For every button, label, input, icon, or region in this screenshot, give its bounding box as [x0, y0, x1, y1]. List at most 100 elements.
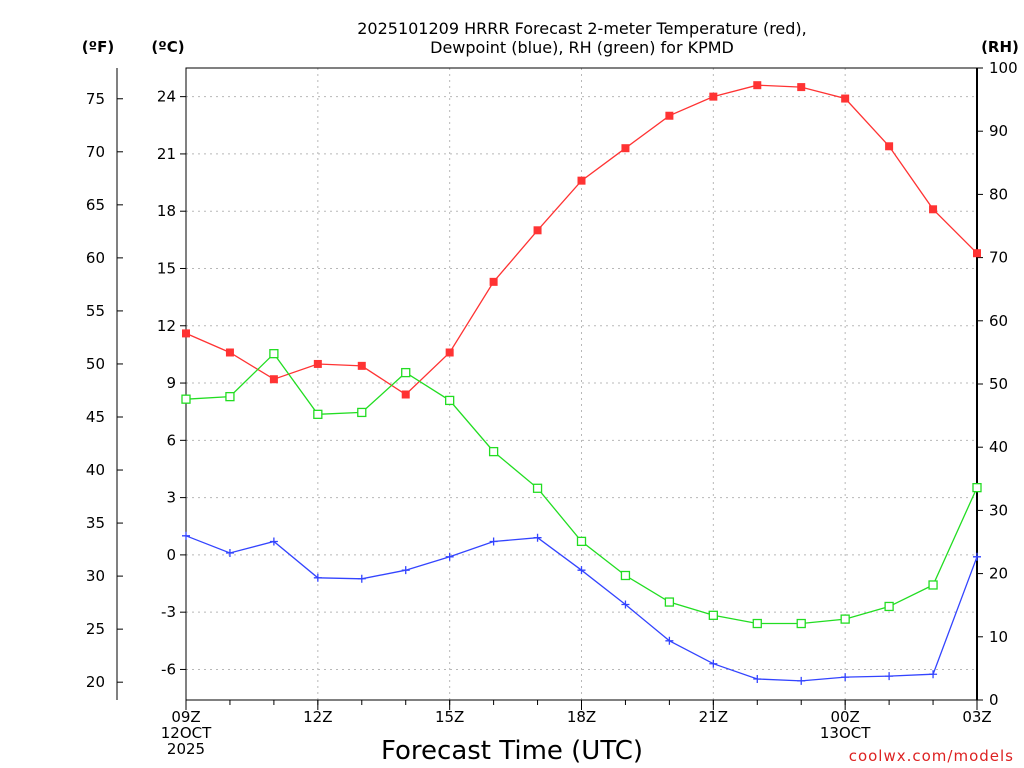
rh-tick-label: 60 [989, 312, 1008, 330]
fahrenheit-tick-label: 65 [86, 196, 105, 214]
rh-point [796, 618, 806, 629]
rh-point [313, 409, 323, 419]
celsius-unit-label: (ºC) [151, 38, 184, 56]
rh-point [269, 349, 279, 359]
rh-point [357, 407, 367, 418]
series-lines [181, 81, 982, 685]
temperature-point [489, 277, 498, 286]
temperature-point [269, 375, 278, 384]
temperature-point [533, 226, 542, 235]
temperature-point [357, 361, 366, 370]
dewpoint-point [489, 537, 498, 546]
temperature-point [621, 144, 630, 153]
celsius-tick-label: 6 [166, 431, 176, 449]
temperature-point [445, 348, 454, 357]
dewpoint-point [797, 676, 806, 685]
time-tick-label: 21Z [699, 708, 728, 726]
dewpoint-point [401, 566, 410, 575]
axes [185, 67, 978, 701]
fahrenheit-tick-label: 45 [86, 408, 105, 426]
dewpoint-point [885, 672, 894, 681]
temperature-point [709, 92, 718, 101]
fahrenheit-tick-label: 50 [86, 355, 105, 373]
celsius-tick-label: 9 [166, 374, 176, 392]
temperature-point [577, 176, 586, 185]
time-tick-label: 12Z [303, 708, 332, 726]
dewpoint-point [709, 659, 718, 668]
time-tick-label: 09Z [171, 708, 200, 726]
dewpoint-point [445, 552, 454, 561]
rh-tick-label: 90 [989, 122, 1008, 140]
rh-tick-label: 0 [989, 691, 999, 709]
time-tick-label: 18Z [567, 708, 596, 726]
temperature-point [885, 142, 894, 151]
dewpoint-point [533, 533, 542, 542]
dewpoint-point [225, 548, 234, 557]
dewpoint-point [313, 573, 322, 582]
rh-tick-label: 30 [989, 501, 1008, 519]
rh-point [576, 536, 587, 547]
rh-tick-label: 10 [989, 628, 1008, 646]
fahrenheit-tick-label: 30 [86, 567, 105, 585]
rh-point [928, 580, 938, 590]
dewpoint-point [753, 674, 762, 683]
fahrenheit-tick-label: 25 [86, 620, 105, 638]
rh-point [445, 395, 455, 406]
fahrenheit-tick-label: 55 [86, 302, 105, 320]
dewpoint-point [269, 537, 278, 546]
chart-subtitle: Dewpoint (blue), RH (green) for KPMD [430, 38, 734, 57]
rh-tick-label: 50 [989, 375, 1008, 393]
time-tick-label: 13OCT [820, 724, 871, 742]
rh-point [620, 570, 631, 581]
temperature-point [182, 329, 190, 338]
temperature-point [665, 111, 674, 120]
celsius-tick-label: 18 [157, 202, 176, 220]
rh-unit-label: (RH) [981, 38, 1019, 56]
credit-text: coolwx.com/models [849, 747, 1014, 765]
plot-frame [185, 67, 978, 701]
dewpoint-point [841, 673, 850, 682]
dewpoint-point [182, 531, 190, 540]
rh-point [532, 483, 543, 493]
temperature-point [225, 348, 234, 357]
rh-point [488, 446, 499, 457]
temperature-point [797, 83, 806, 92]
temperature-point [753, 81, 762, 90]
dewpoint-point [357, 574, 366, 583]
temperature-point [841, 94, 850, 103]
fahrenheit-tick-label: 75 [86, 90, 105, 108]
x-axis-label: Forecast Time (UTC) [381, 736, 643, 766]
chart-title: 2025101209 HRRR Forecast 2-meter Tempera… [357, 19, 807, 38]
celsius-tick-label: 12 [157, 317, 176, 335]
rh-point [840, 614, 850, 624]
dewpoint-point [665, 636, 674, 645]
temperature-point [401, 390, 410, 399]
celsius-tick-label: 0 [166, 546, 176, 564]
temperature-line [185, 84, 978, 396]
celsius-tick-label: -6 [161, 660, 176, 678]
fahrenheit-tick-label: 40 [86, 461, 105, 479]
time-tick-label: 03Z [962, 708, 991, 726]
rh-tick-label: 80 [989, 185, 1008, 203]
celsius-tick-label: 21 [157, 145, 176, 163]
temperature-point [929, 205, 938, 214]
grid-lines [186, 68, 977, 700]
rh-tick-label: 70 [989, 249, 1008, 267]
time-tick-label: 15Z [435, 708, 464, 726]
rh-tick-label: 40 [989, 438, 1008, 456]
rh-tick-label: 20 [989, 565, 1008, 583]
temperature-point [973, 249, 981, 258]
fahrenheit-tick-label: 70 [86, 143, 105, 161]
rh-point [225, 391, 235, 402]
dewpoint-point [621, 600, 630, 609]
fahrenheit-unit-label: (ºF) [82, 38, 114, 56]
fahrenheit-tick-label: 20 [86, 673, 105, 691]
temperature-point [313, 359, 322, 368]
fahrenheit-tick-label: 35 [86, 514, 105, 532]
dewpoint-point [929, 670, 938, 679]
fahrenheit-tick-label: 60 [86, 249, 105, 267]
time-tick-label: 00Z [830, 708, 859, 726]
